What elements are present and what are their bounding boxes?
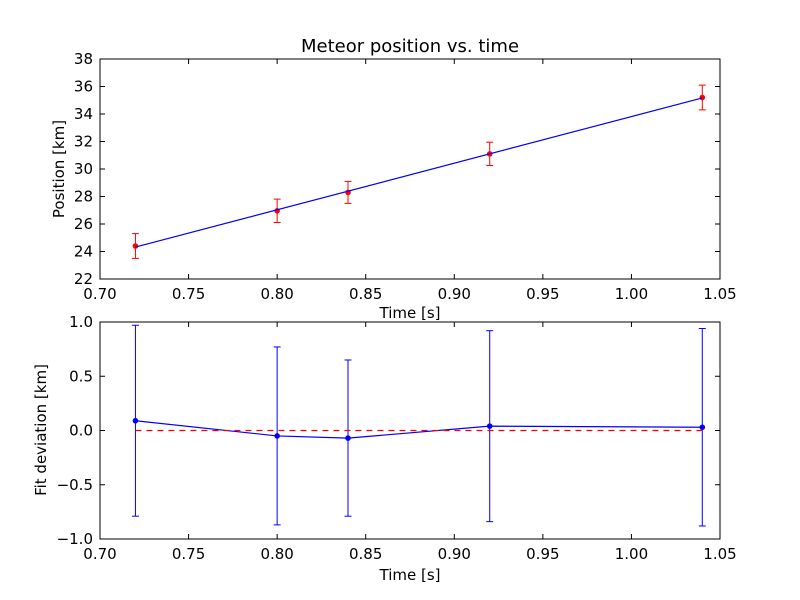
- deviation-y-tick-label: 0.5: [69, 367, 93, 385]
- position-x-tick-label: 0.70: [83, 285, 116, 303]
- position-x-axis-label: Time [s]: [379, 304, 441, 322]
- deviation-x-tick-label: 0.95: [526, 545, 559, 563]
- data-point: [699, 94, 706, 101]
- deviation-x-tick-label: 0.85: [349, 545, 382, 563]
- deviation-plot-frame: [99, 321, 721, 540]
- deviation-x-tick-label: 0.75: [172, 545, 205, 563]
- position-y-tick-label: 32: [74, 133, 93, 151]
- position-x-tick-label: 1.05: [703, 285, 736, 303]
- position-y-tick-label: 24: [74, 243, 93, 261]
- chart-title: Meteor position vs. time: [301, 36, 519, 57]
- position-y-tick-label: 36: [74, 78, 93, 96]
- position-x-tick-label: 0.90: [438, 285, 471, 303]
- position-x-tick-label: 0.75: [172, 285, 205, 303]
- data-point: [132, 417, 139, 424]
- deviation-y-tick-label: −0.5: [57, 476, 93, 494]
- position-y-tick-label: 22: [74, 270, 93, 288]
- data-point: [699, 424, 706, 431]
- deviation-plot: 0.70 0.75 0.80 0.85 0.90 0.95 1.00 1.05 −1.0 −0.5…: [32, 313, 737, 584]
- position-y-axis-label: Position [km]: [50, 120, 68, 218]
- deviation-y-tick-label: 0.0: [69, 422, 93, 440]
- data-point: [345, 435, 351, 441]
- position-y-tick-label: 26: [74, 215, 93, 233]
- deviation-x-axis-label: Time [s]: [379, 566, 441, 584]
- deviation-y-tick-label: 1.0: [69, 313, 93, 331]
- deviation-x-tick-label: 1.00: [615, 545, 648, 563]
- deviation-x-tick-label: 0.70: [83, 545, 116, 563]
- deviation-y-tick-label: −1.0: [57, 530, 93, 548]
- position-y-tick-label: 28: [74, 188, 93, 206]
- fit-line: [135, 97, 703, 248]
- deviation-x-tick-label: 1.05: [703, 545, 736, 563]
- position-x-tick-label: 1.00: [615, 285, 648, 303]
- position-y-tick-label: 30: [74, 160, 93, 178]
- position-x-tick-label: 0.80: [260, 285, 293, 303]
- position-plot-frame: [99, 58, 721, 280]
- deviation-x-tick-label: 0.90: [438, 545, 471, 563]
- position-y-tick-label: 38: [74, 50, 93, 68]
- deviation-x-tick-label: 0.80: [260, 545, 293, 563]
- position-y-tick-label: 34: [74, 105, 93, 123]
- deviation-y-axis-label: Fit deviation [km]: [32, 364, 50, 496]
- data-point: [486, 423, 493, 429]
- position-x-tick-label: 0.85: [349, 285, 382, 303]
- position-plot: Meteor position vs. time 0.70 0.75 0.80 0.8…: [50, 36, 737, 322]
- position-x-tick-label: 0.95: [526, 285, 559, 303]
- data-point: [274, 433, 280, 439]
- data-point: [132, 243, 139, 249]
